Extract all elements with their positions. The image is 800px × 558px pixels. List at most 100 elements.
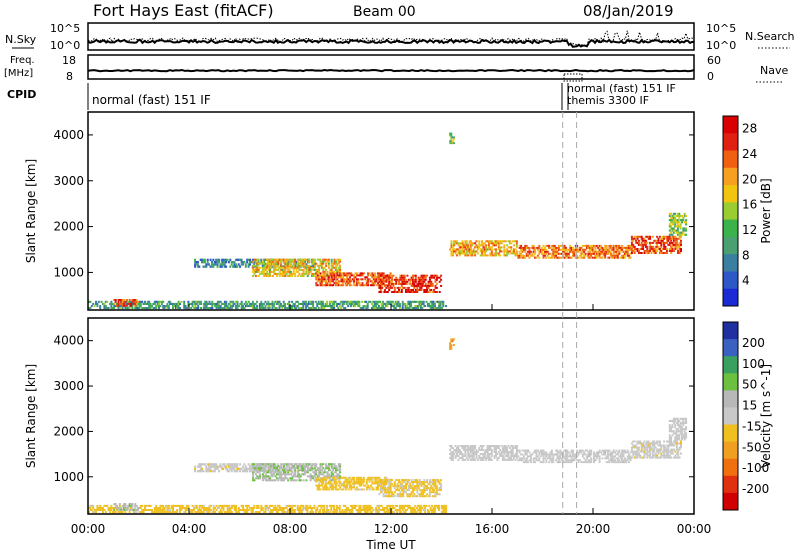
power-cells-cell-0 (122, 307, 124, 309)
power-cells-cell-0 (220, 301, 222, 303)
power-cells-cell-6 (466, 242, 468, 244)
power-cells-cell-8 (679, 246, 681, 248)
vel-cells-cell-4 (353, 477, 355, 479)
power-cells-cell-3 (269, 275, 271, 277)
power-cells-cell-5 (413, 283, 415, 285)
power-cells-cell-8 (656, 250, 658, 252)
vel-cells-cell-5 (411, 493, 413, 495)
power-cells-cell-5 (428, 287, 430, 289)
vel-cells-cell-2 (246, 470, 248, 472)
vel-cells-cell-6 (466, 457, 468, 459)
power-cells-cell-4 (359, 282, 361, 284)
vel-cells-cell-3 (263, 471, 265, 473)
power-cells-cell-7 (541, 251, 543, 253)
power-cells-cell-0 (110, 301, 112, 303)
power-cells-cell-4 (342, 282, 344, 284)
power-cells-cell-0 (227, 305, 229, 307)
power-cells-cell-6 (455, 252, 457, 254)
vel-cells-cell-6 (491, 455, 493, 457)
vel-cells-cell-7 (545, 461, 547, 463)
power-cells-cell-0 (179, 307, 181, 309)
power-cells-cell-0 (183, 301, 185, 303)
power-cells-cell-0 (248, 301, 250, 303)
vel-cells-cell-0 (253, 505, 255, 507)
vel-cells-cell-5 (404, 489, 406, 491)
vel-cells-cell-3 (280, 471, 282, 473)
power-cells-cell-5 (388, 281, 390, 283)
vel-cells-cell-7 (552, 455, 554, 457)
power-cells-cell-6 (476, 244, 478, 246)
power-cells-cell-3 (259, 263, 261, 265)
power-cells-cell-8 (638, 250, 640, 252)
vel-cells-cell-3 (272, 469, 274, 471)
vel-cells-cell-3 (290, 473, 292, 475)
power-cells-cell-3 (280, 265, 282, 267)
vel-cells-cell-7 (548, 461, 550, 463)
power-cells-cell-0 (410, 305, 412, 307)
power-cells-cell-7 (585, 249, 587, 251)
power-cells-cell-0 (326, 301, 328, 303)
vel-cells-cell-0 (426, 505, 428, 507)
power-cells-cell-4 (353, 280, 355, 282)
power-cells-cell-0 (245, 301, 247, 303)
power-cells-cell-6 (471, 244, 473, 246)
power-cells-cell-6 (470, 240, 472, 242)
vel-cells-cell-4 (350, 489, 352, 491)
power-cells-cell-3 (318, 267, 320, 269)
vel-cells-cell-2 (218, 470, 220, 472)
vel-cells-cell-0 (438, 505, 440, 507)
nsky-frame (88, 23, 694, 50)
vel-cells-cell-5 (426, 481, 428, 483)
power-cells-cell-0 (302, 307, 304, 309)
vel-cells-cell-5 (416, 489, 418, 491)
vel-cells-cell-6 (464, 447, 466, 449)
power-cells-cell-6 (478, 242, 480, 244)
vel-cells-cell-3 (315, 463, 317, 465)
vel-cells-cell-2 (200, 466, 202, 468)
vel-cells-cell-3 (327, 471, 329, 473)
power-cells-cell-8 (641, 236, 643, 238)
power-cells-cell-7 (589, 257, 591, 259)
vel-cells-cell-0 (144, 507, 146, 509)
cpid-segment-2: themis 3300 IF (567, 94, 649, 107)
vel-cells-cell-0 (316, 509, 318, 511)
vel-cells-cell-5 (433, 489, 435, 491)
power-cells-cell-3 (339, 261, 341, 263)
vel-cells-cell-0 (386, 507, 388, 509)
vel-cells-cell-4 (369, 489, 371, 491)
vel-cells-cell-7 (551, 452, 553, 454)
power-cells-cell-8 (680, 242, 682, 244)
vel-cells-cell-4 (343, 483, 345, 485)
power-cells-cell-6 (481, 240, 483, 242)
power-cells-cell-0 (440, 305, 442, 307)
power-cells-cell-9 (685, 230, 687, 232)
power-cells-cell-7 (607, 253, 609, 255)
power-cells-cell-9 (681, 215, 683, 217)
power-cells-cell-8 (644, 238, 646, 240)
power-cells-cell-3 (328, 267, 330, 269)
power-cells-cell-8 (667, 240, 669, 242)
power-cells-cell-8 (659, 248, 661, 250)
power-cells-cell-2 (239, 266, 241, 268)
vel-cells-cell-0 (283, 509, 285, 511)
power-cells-cell-0 (323, 307, 325, 309)
vel-cells-cell-4 (331, 483, 333, 485)
vel-cells-cell-3 (275, 465, 277, 467)
vel-cells-cell-4 (353, 479, 355, 481)
power-cells-cell-0 (370, 301, 372, 303)
vel-cells-cell-0 (434, 511, 436, 513)
power-cells-cell-6 (459, 254, 461, 256)
vel-cells-cell-3 (298, 473, 300, 475)
vel-cells-cell-3 (277, 465, 279, 467)
power-cells-cell-8 (666, 250, 668, 252)
power-cells-cell-0 (305, 307, 307, 309)
power-cells-cell-6 (455, 250, 457, 252)
power-cells-cell-3 (328, 263, 330, 265)
power-cells-cell-6 (499, 248, 501, 250)
power-cells-cell-0 (95, 301, 97, 303)
vel-cells-cell-0 (329, 511, 331, 513)
vel-cells-cell-6 (487, 451, 489, 453)
vel-cells-cell-2 (194, 470, 196, 472)
power-cells-cell-0 (267, 301, 269, 303)
